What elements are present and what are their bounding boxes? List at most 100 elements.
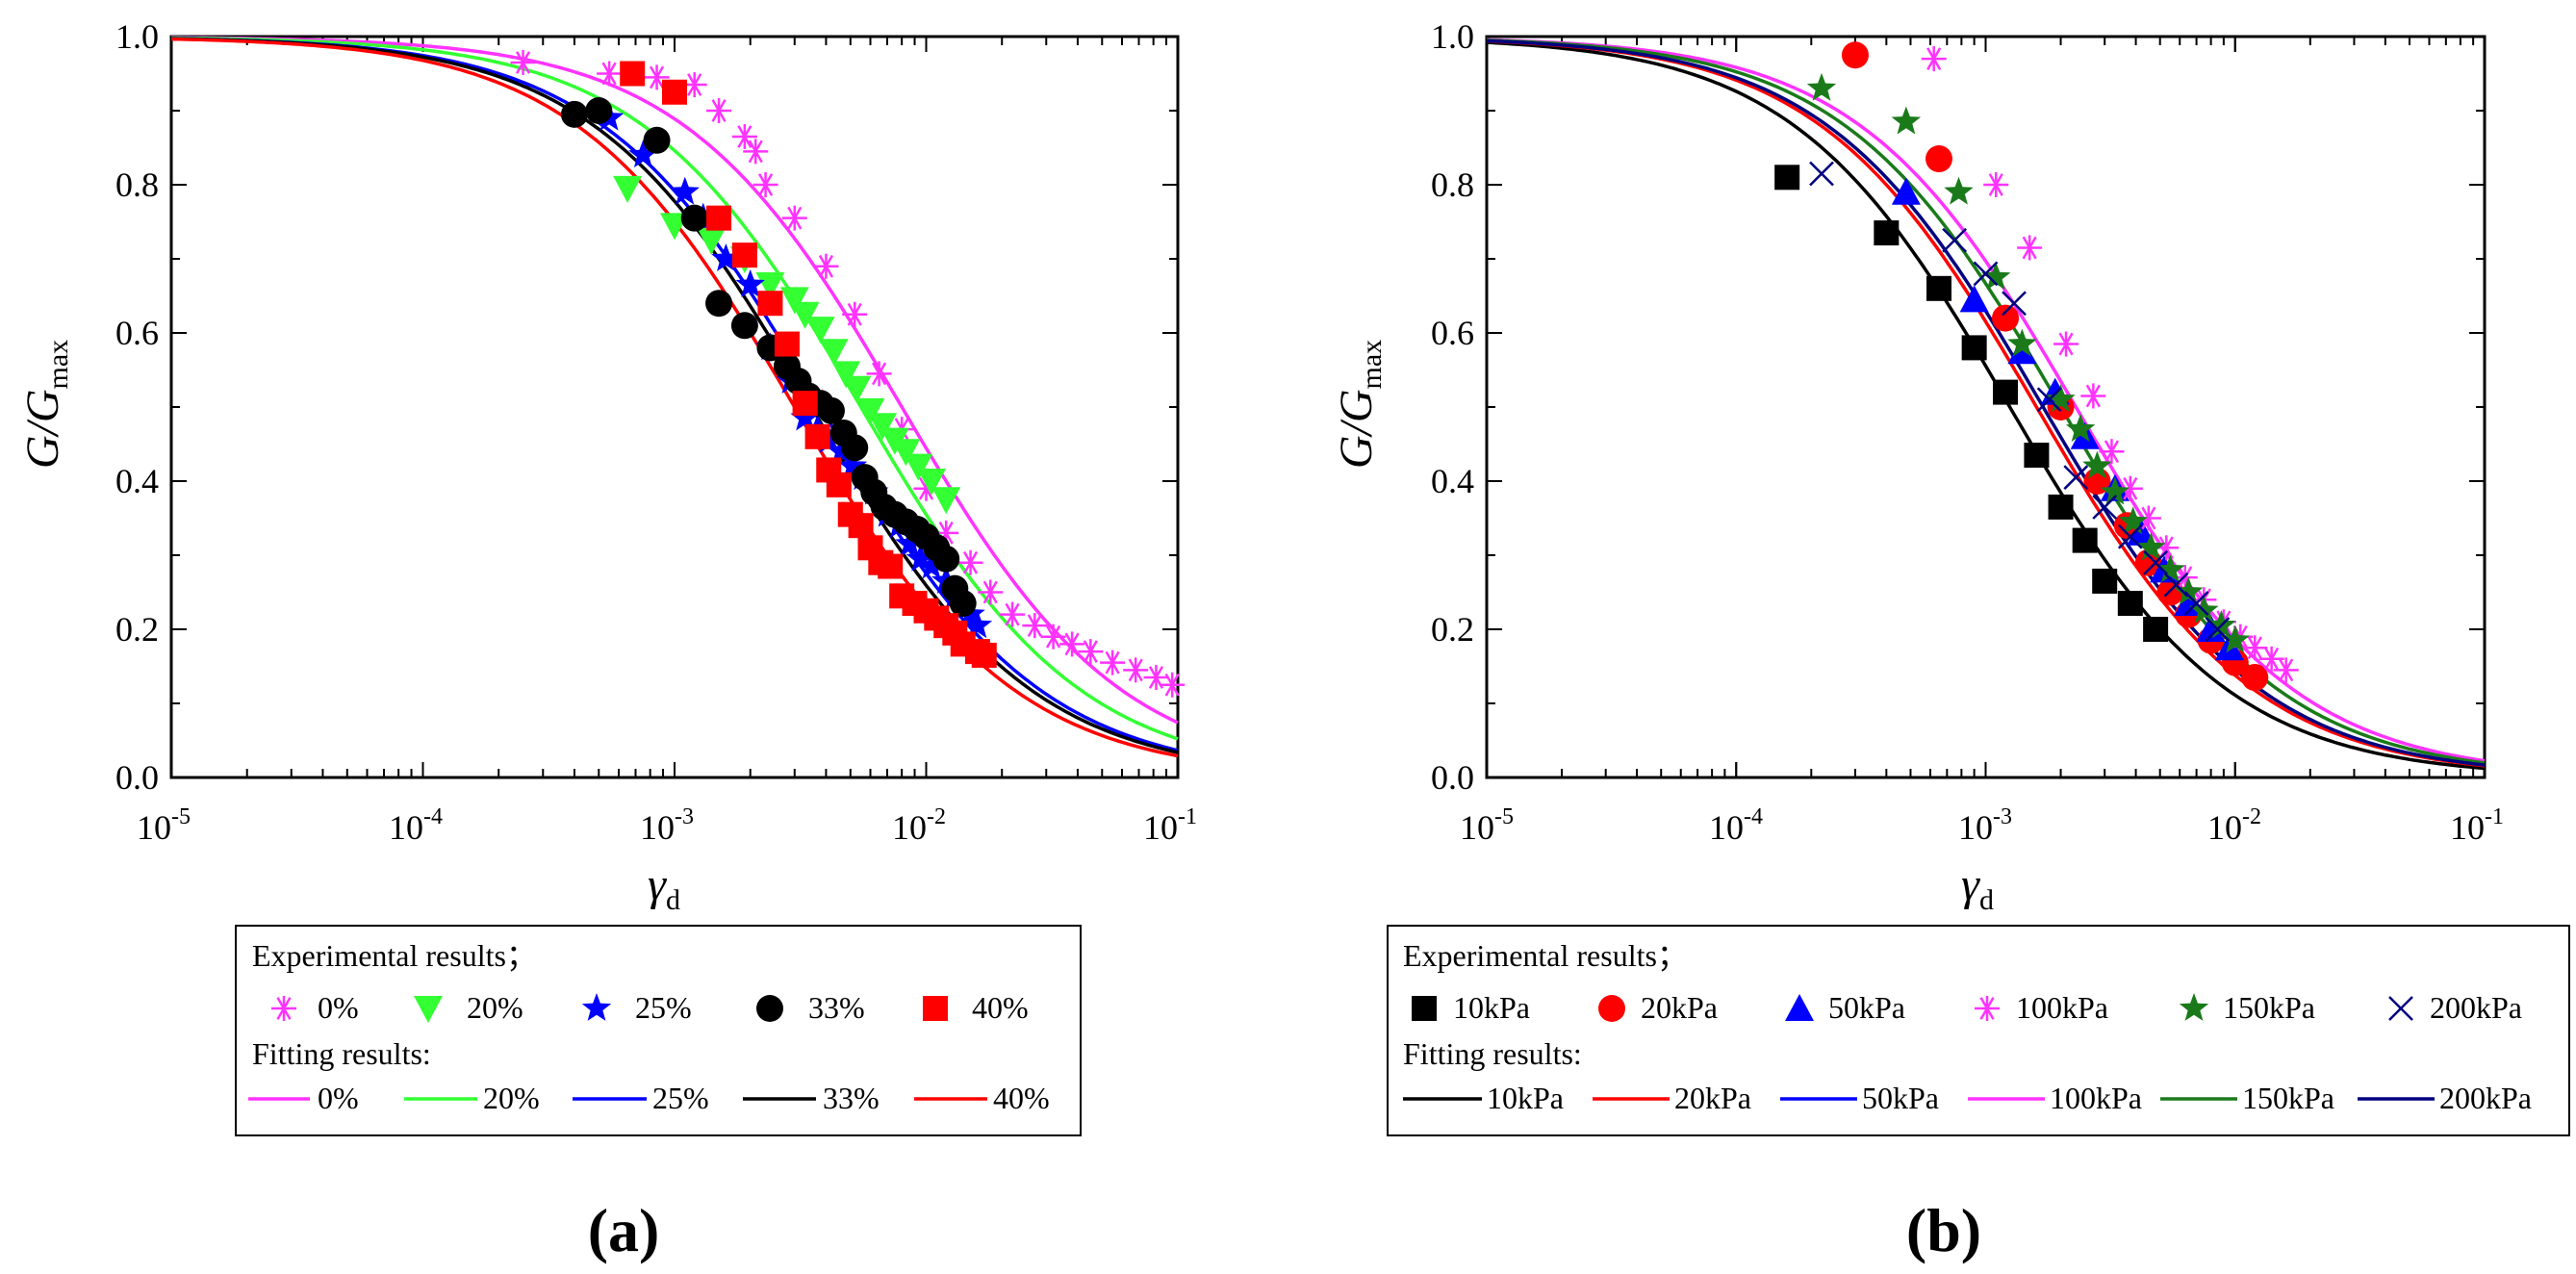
data-point-100kPa [1983, 172, 2009, 197]
data-point-25% [711, 243, 741, 271]
data-point-50kPa [1891, 177, 1921, 205]
legend-marker-20% [414, 996, 443, 1023]
data-point-20% [855, 397, 885, 425]
chart-b-xtick-label: 10-1 [2450, 804, 2504, 847]
chart-a-xtick-label: 10-4 [389, 804, 443, 847]
data-point-33% [680, 204, 708, 232]
chart-a-legend-exp-label-4: 40% [972, 990, 1029, 1025]
data-point-150kPa [2174, 576, 2204, 605]
chart-a-ytick-label: 0.4 [115, 462, 159, 500]
legend-marker-20kPa [1598, 995, 1625, 1022]
chart-a-y-axis-label: G/Gmax [17, 340, 74, 469]
data-point-0% [1078, 639, 1104, 665]
data-point-100kPa [2099, 439, 2125, 465]
data-point-10kPa [2092, 568, 2118, 594]
data-point-20kPa [1925, 145, 1952, 173]
data-point-25% [628, 140, 658, 168]
legend-marker-10kPa [1412, 996, 1437, 1021]
data-point-0% [644, 64, 670, 90]
data-point-0% [743, 139, 769, 165]
data-point-10kPa [2072, 527, 2098, 553]
data-point-200kPa [2143, 549, 2168, 575]
data-point-150kPa [2065, 414, 2096, 442]
data-point-20% [805, 317, 835, 344]
data-point-10kPa [2048, 494, 2074, 520]
data-point-150kPa [1891, 106, 1922, 135]
data-point-0% [1000, 601, 1026, 627]
data-point-100kPa [1921, 46, 1947, 72]
data-point-20% [819, 339, 849, 367]
data-point-150kPa [2100, 476, 2130, 505]
chart-b-plot-frame [1485, 35, 2487, 779]
data-point-0% [706, 98, 732, 123]
data-point-33% [841, 434, 869, 462]
data-point-25% [827, 436, 856, 465]
data-point-25% [962, 610, 993, 639]
data-point-10kPa [2143, 617, 2169, 642]
data-point-0% [1100, 650, 1126, 675]
fit-curve-150kPa [1486, 38, 2486, 765]
data-point-200kPa [2117, 523, 2143, 549]
data-point-200kPa [2205, 617, 2231, 642]
chart-a-legend-experimental-title: Experimental results； [252, 938, 537, 973]
data-point-150kPa [2220, 624, 2250, 653]
data-point-150kPa [1944, 176, 1974, 205]
chart-a-legend-fit-label-0: 0% [318, 1081, 359, 1115]
data-point-20% [842, 375, 872, 403]
legend-marker-40% [923, 996, 948, 1021]
data-point-40% [731, 242, 757, 268]
chart-a-legend-fit-label-2: 25% [652, 1081, 709, 1115]
chart-b-ytick-label: 0.8 [1431, 166, 1474, 204]
chart-a-ytick-label: 1.0 [115, 17, 159, 56]
data-point-200kPa [2183, 591, 2209, 616]
data-point-200kPa [1809, 161, 1834, 187]
data-point-150kPa [1981, 262, 2011, 291]
data-point-150kPa [1806, 72, 1837, 101]
data-point-20kPa [1992, 304, 2020, 332]
chart-b-ytick-label: 0.0 [1431, 758, 1474, 797]
data-point-10kPa [1961, 335, 1987, 361]
data-point-40% [706, 205, 732, 231]
chart-a-data-points [510, 49, 1186, 698]
data-point-100kPa [2017, 235, 2043, 261]
data-point-100kPa [2258, 646, 2284, 672]
chart-b-legend: Experimental results； 10kPa 20kPa 50kPa … [1387, 925, 2570, 1136]
chart-a-ytick-label: 0.0 [115, 758, 159, 797]
data-point-0% [1123, 657, 1149, 683]
fit-curve-20% [170, 36, 1179, 741]
chart-b-xtick-label: 10-3 [1958, 804, 2012, 847]
data-point-0% [510, 49, 536, 75]
data-point-0% [752, 172, 778, 197]
data-point-0% [1059, 631, 1085, 657]
data-point-0% [597, 61, 623, 87]
data-point-200kPa [2036, 387, 2062, 413]
data-point-20kPa [1841, 41, 1869, 69]
chart-a-xtick-label: 10-2 [892, 804, 946, 847]
chart-a-legend-fitting-title: Fitting results: [252, 1036, 431, 1071]
legend-marker-100kPa [1975, 996, 2000, 1021]
data-point-0% [813, 253, 839, 279]
data-point-200kPa [2002, 291, 2027, 317]
chart-b-xtick-label: 10-5 [1460, 804, 1514, 847]
data-point-50kPa [2196, 615, 2226, 642]
data-point-20% [613, 175, 643, 203]
data-point-0% [866, 361, 892, 387]
chart-a-legend-fit-label-1: 20% [483, 1081, 540, 1115]
chart-b-legend-experimental-title: Experimental results； [1403, 938, 1688, 973]
data-point-40% [826, 471, 852, 497]
data-point-33% [817, 396, 845, 424]
data-point-0% [842, 301, 868, 327]
data-point-150kPa [2082, 450, 2112, 479]
chart-b-ytick-label: 0.2 [1431, 610, 1474, 649]
chart-b-ytick-label: 0.6 [1431, 314, 1474, 352]
data-point-25% [670, 176, 700, 205]
chart-b-legend-fitting-title: Fitting results: [1403, 1036, 1582, 1071]
data-point-100kPa [2080, 383, 2106, 409]
data-point-40% [878, 553, 904, 579]
legend-marker-50kPa [1785, 994, 1814, 1021]
data-point-150kPa [2118, 506, 2148, 535]
chart-b-ticks [1486, 36, 2486, 778]
fit-curve-100kPa [1486, 38, 2486, 763]
data-point-25% [905, 543, 935, 572]
data-point-33% [585, 97, 613, 124]
